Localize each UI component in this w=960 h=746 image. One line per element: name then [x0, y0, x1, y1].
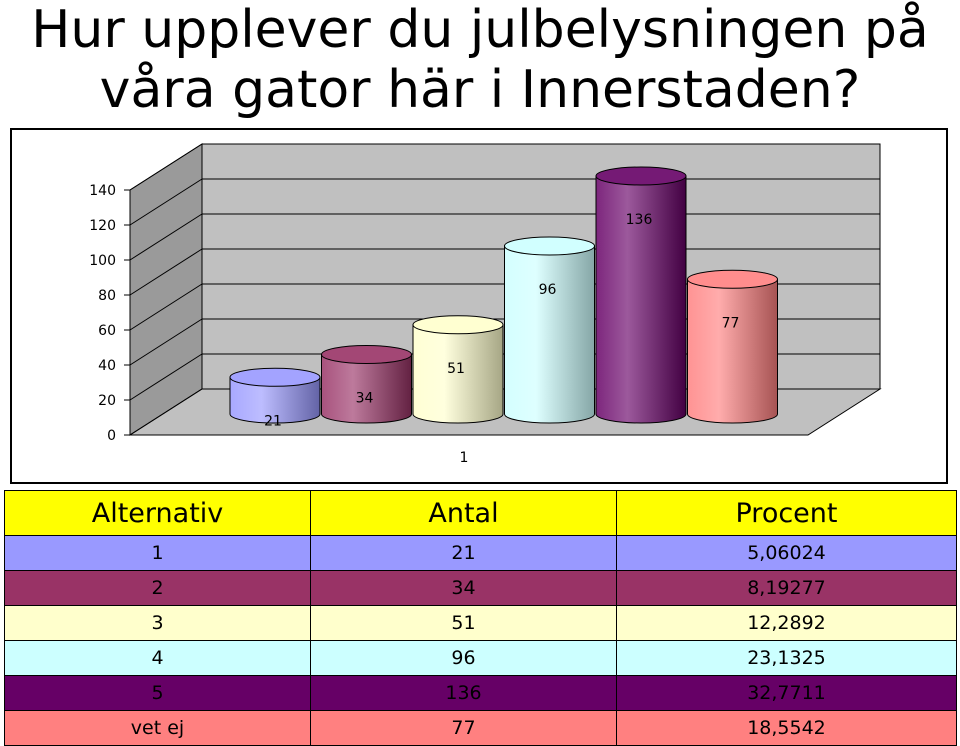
chart-bar-6 [687, 269, 778, 424]
cell-alternativ: 5 [4, 675, 311, 711]
table-row: 2 34 8,19277 [4, 570, 957, 606]
page-title: Hur upplever du julbelysningen på våra g… [0, 0, 960, 120]
cell-antal: 21 [310, 535, 617, 571]
table-header-row: Alternativ Antal Procent [4, 490, 957, 536]
title-line-2: våra gator här i Innerstaden? [99, 60, 861, 120]
table-row: 3 51 12,2892 [4, 605, 957, 641]
data-table: Alternativ Antal Procent 1 21 5,06024 2 … [4, 490, 957, 746]
data-label-6: 77 [722, 315, 740, 331]
y-tick-label: 80 [98, 288, 116, 304]
bar-chart: 0 20 40 60 80 100 120 140 1 21 34 51 96 136 77 [89, 143, 882, 466]
y-tick-label: 120 [89, 218, 116, 234]
title-line-1: Hur upplever du julbelysningen på [31, 0, 929, 60]
y-tick-label: 60 [98, 323, 116, 339]
cell-procent: 12,2892 [616, 605, 957, 641]
chart-bar-5 [595, 166, 687, 424]
header-procent: Procent [616, 490, 957, 536]
data-label-2: 34 [356, 391, 374, 407]
cell-procent: 23,1325 [616, 640, 957, 676]
cell-procent: 18,5542 [616, 710, 957, 746]
chart-bar-1 [229, 367, 321, 424]
gridline-side [129, 283, 203, 331]
chart-bar-4 [504, 236, 595, 424]
gridline-side [129, 178, 203, 226]
chart-side-wall [129, 143, 203, 436]
header-alternativ: Alternativ [4, 490, 311, 536]
cell-alternativ: 4 [4, 640, 311, 676]
y-tick-label: 20 [98, 393, 116, 409]
data-label-1: 21 [264, 413, 282, 429]
y-tick-label: 100 [89, 253, 116, 269]
y-tick-label: 140 [89, 183, 116, 199]
gridline-side [129, 388, 203, 436]
cell-procent: 32,7711 [616, 675, 957, 711]
gridline-side [129, 318, 203, 366]
cell-antal: 77 [310, 710, 617, 746]
cell-alternativ: 2 [4, 570, 311, 606]
data-label-4: 96 [539, 282, 557, 298]
cell-alternativ: vet ej [4, 710, 311, 746]
data-label-3: 51 [447, 361, 465, 377]
table-row: 5 136 32,7711 [4, 675, 957, 711]
data-label-5: 136 [626, 212, 653, 228]
cell-procent: 5,06024 [616, 535, 957, 571]
table-row: 1 21 5,06024 [4, 535, 957, 571]
x-category-label: 1 [460, 450, 469, 466]
y-tick-label: 0 [107, 428, 116, 444]
gridline-side [129, 213, 203, 261]
header-antal: Antal [310, 490, 617, 536]
table-row: 4 96 23,1325 [4, 640, 957, 676]
cell-alternativ: 1 [4, 535, 311, 571]
y-tick-label: 40 [98, 358, 116, 374]
gridline-side [129, 248, 203, 296]
cell-antal: 96 [310, 640, 617, 676]
cell-antal: 136 [310, 675, 617, 711]
cell-antal: 51 [310, 605, 617, 641]
gridline-side [129, 143, 203, 191]
table-row: vet ej 77 18,5542 [4, 710, 957, 746]
chart-bar-3 [412, 315, 504, 424]
cell-alternativ: 3 [4, 605, 311, 641]
chart-bar-2 [321, 345, 412, 424]
cell-antal: 34 [310, 570, 617, 606]
gridline-side [129, 353, 203, 401]
cell-procent: 8,19277 [616, 570, 957, 606]
